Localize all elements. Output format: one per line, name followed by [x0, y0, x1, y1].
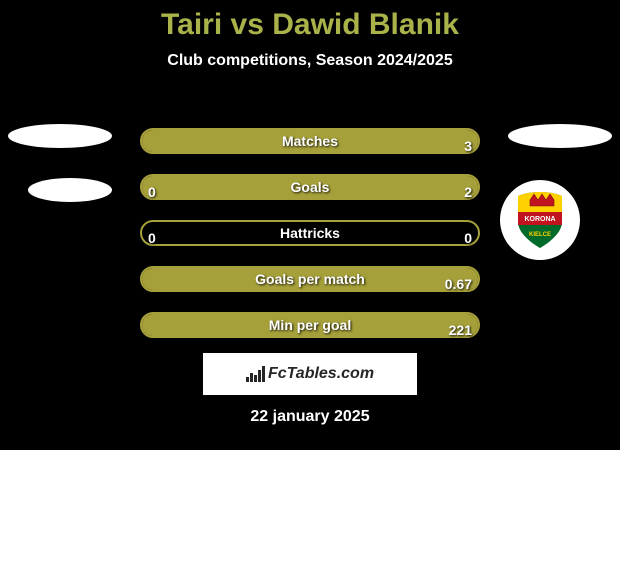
stats-list: Matches3Goals02Hattricks00Goals per matc… [0, 118, 620, 348]
page-subtitle: Club competitions, Season 2024/2025 [0, 52, 620, 70]
bar-chart-icon [246, 366, 266, 382]
stat-value-left: 0 [148, 164, 198, 210]
stat-row: Hattricks00 [0, 210, 620, 256]
stat-value-left: 0 [148, 210, 198, 256]
generated-date: 22 january 2025 [0, 408, 620, 426]
stat-row: Goals per match0.67 [0, 256, 620, 302]
brand-text: FcTables.com [268, 365, 374, 383]
stat-value-right: 221 [422, 302, 472, 348]
stat-row: Matches3 [0, 118, 620, 164]
comparison-card: Tairi vs Dawid Blanik Club competitions,… [0, 0, 620, 450]
page-title: Tairi vs Dawid Blanik [0, 0, 620, 42]
stat-value-right: 3 [422, 118, 472, 164]
stat-value-left [148, 302, 198, 348]
brand-box[interactable]: FcTables.com [203, 353, 417, 395]
stat-value-left [148, 118, 198, 164]
stat-row: Goals02 [0, 164, 620, 210]
stat-value-left [148, 256, 198, 302]
stat-value-right: 0 [422, 210, 472, 256]
stat-value-right: 0.67 [422, 256, 472, 302]
stat-value-right: 2 [422, 164, 472, 210]
stat-row: Min per goal221 [0, 302, 620, 348]
